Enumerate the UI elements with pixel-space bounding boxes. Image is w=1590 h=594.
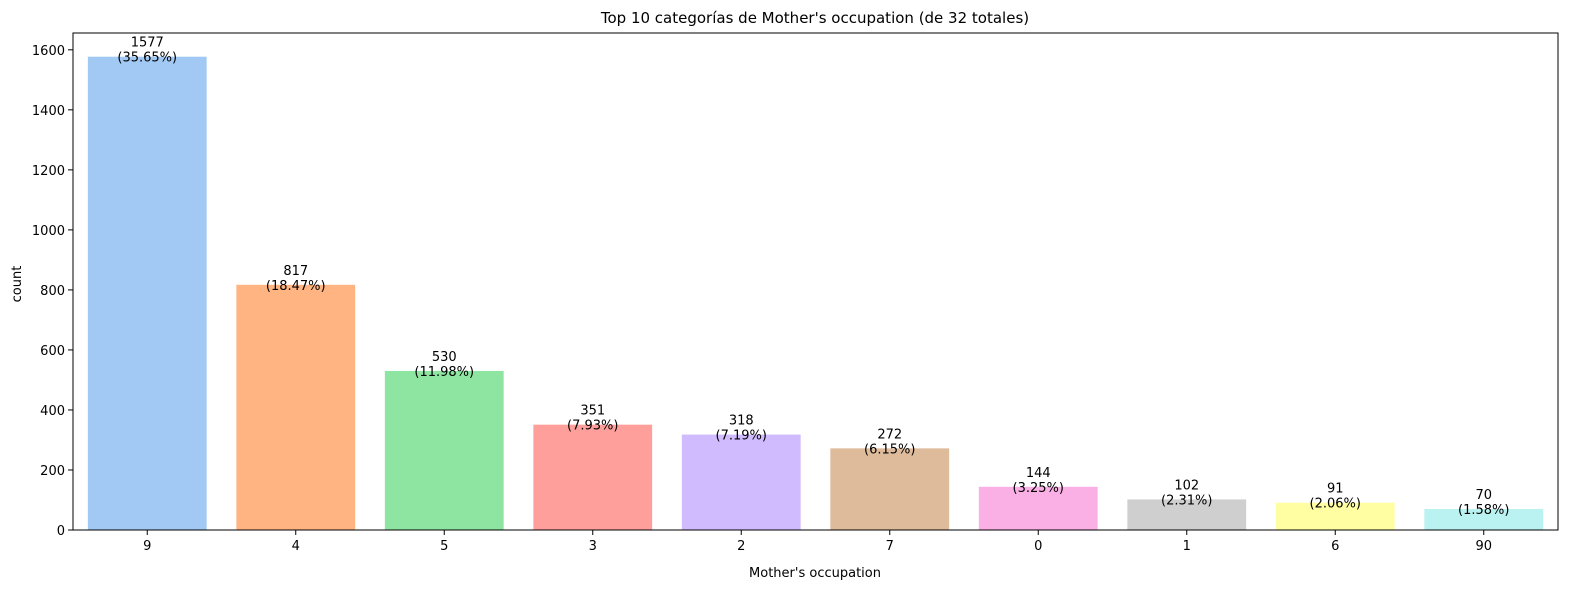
bar-1: [1127, 499, 1247, 530]
x-tick-label: 0: [1034, 539, 1042, 554]
bars: [87, 56, 1544, 531]
y-tick-label: 600: [40, 344, 65, 359]
bar-label-3: 351 (7.93%): [567, 404, 618, 434]
chart-title: Top 10 categorías de Mother's occupation…: [600, 9, 1029, 27]
x-tick-label: 2: [737, 539, 745, 554]
bar-label-6: 91 (2.06%): [1310, 482, 1361, 512]
x-axis-label: Mother's occupation: [749, 566, 881, 581]
x-axis: 9 4 5 3 2 7 0 1 6 90: [143, 530, 1492, 554]
bar-3: [533, 424, 653, 530]
x-tick-label: 7: [886, 539, 894, 554]
y-tick-label: 0: [57, 524, 65, 539]
y-tick-label: 1200: [32, 164, 65, 179]
y-tick-label: 400: [40, 404, 65, 419]
bar-labels: 1577 (35.65%) 817 (18.47%) 530 (11.98%) 351 (7.…: [117, 36, 1509, 518]
x-tick-label: 90: [1475, 539, 1492, 554]
bar-label-1: 102 (2.31%): [1161, 478, 1212, 508]
bar-label-2: 318 (7.19%): [716, 414, 767, 444]
y-tick-label: 800: [40, 284, 65, 299]
bar-0: [978, 486, 1098, 530]
bar-7: [830, 448, 950, 530]
x-tick-label: 5: [440, 539, 448, 554]
y-tick-label: 1000: [32, 224, 65, 239]
x-tick-label: 9: [143, 539, 151, 554]
y-axis: 0 200 400 600 800 1000 1200 1400 1600: [32, 44, 73, 539]
bar-9: [87, 56, 207, 531]
y-tick-label: 1400: [32, 104, 65, 119]
bar-label-90: 70 (1.58%): [1458, 488, 1509, 518]
bar-label-5: 530 (11.98%): [414, 350, 474, 380]
bar-label-7: 272 (6.15%): [864, 427, 915, 457]
bar-4: [236, 284, 356, 530]
bar-label-9: 1577 (35.65%): [117, 36, 177, 66]
y-tick-label: 200: [40, 464, 65, 479]
bar-label-4: 817 (18.47%): [266, 264, 326, 294]
x-tick-label: 1: [1183, 539, 1191, 554]
bar-5: [384, 370, 504, 530]
x-tick-label: 6: [1331, 539, 1339, 554]
x-tick-label: 3: [589, 539, 597, 554]
y-tick-label: 1600: [32, 44, 65, 59]
bar-90: [1424, 508, 1544, 530]
bar-2: [681, 434, 801, 530]
plot-frame: [72, 32, 1559, 531]
bar-6: [1275, 502, 1395, 530]
y-axis-label: count: [10, 266, 25, 303]
x-tick-label: 4: [292, 539, 300, 554]
bar-label-0: 144 (3.25%): [1013, 466, 1064, 496]
